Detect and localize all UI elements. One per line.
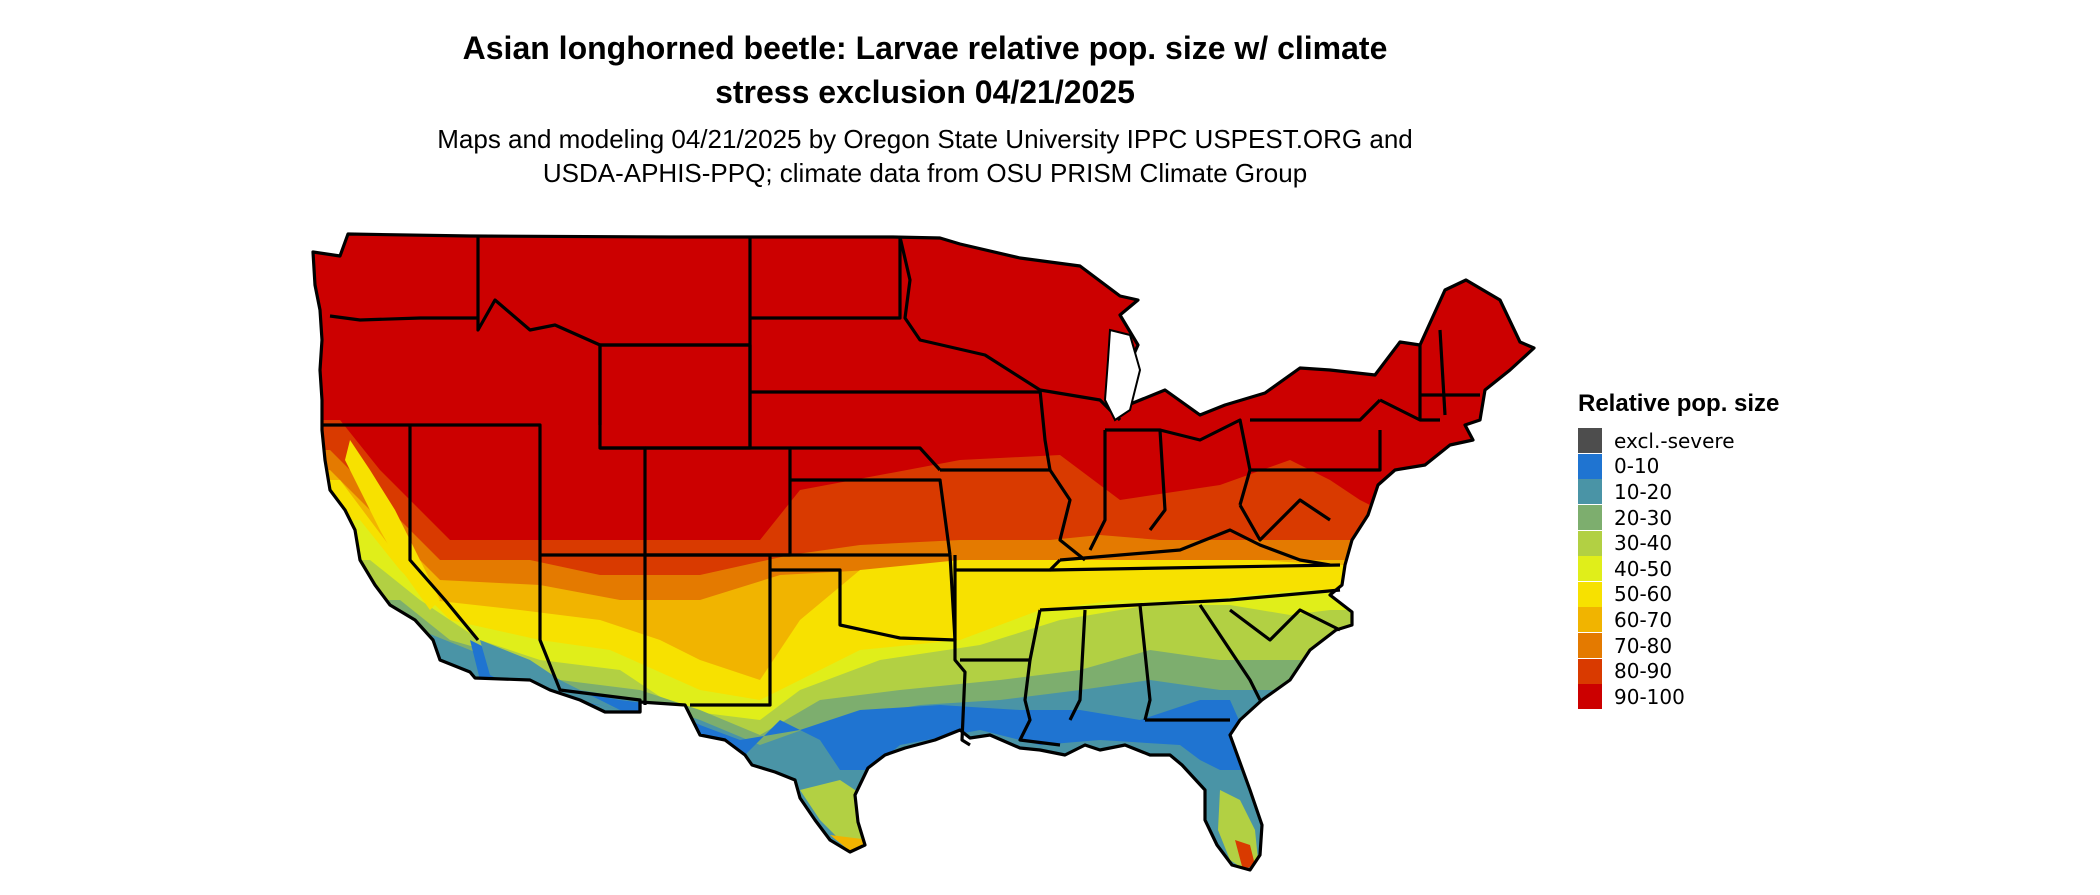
title-line-2: stress exclusion 04/21/2025 (715, 74, 1135, 110)
map-title: Asian longhorned beetle: Larvae relative… (0, 26, 1850, 114)
legend: Relative pop. size excl.-severe 0-10 10-… (1578, 390, 1779, 710)
legend-label: 0-10 (1614, 454, 1660, 479)
title-line-1: Asian longhorned beetle: Larvae relative… (462, 30, 1388, 66)
legend-swatch (1578, 581, 1602, 607)
legend-swatch (1578, 658, 1602, 684)
subtitle-line-1: Maps and modeling 04/21/2025 by Oregon S… (437, 124, 1413, 154)
legend-label: 20-30 (1614, 505, 1673, 530)
legend-title: Relative pop. size (1578, 390, 1780, 417)
us-map (311, 232, 1536, 872)
legend-item-20-30: 20-30 (1578, 505, 1779, 531)
legend-label: 40-50 (1614, 556, 1673, 581)
legend-label: 60-70 (1614, 607, 1673, 632)
legend-swatch (1578, 684, 1602, 710)
legend-swatch (1578, 428, 1602, 454)
legend-label: 80-90 (1614, 659, 1673, 684)
legend-item-70-80: 70-80 (1578, 633, 1779, 659)
legend-label: excl.-severe (1614, 428, 1735, 453)
legend-swatch (1578, 556, 1602, 582)
legend-swatch (1578, 633, 1602, 659)
legend-label: 30-40 (1614, 531, 1673, 556)
legend-item-10-20: 10-20 (1578, 479, 1779, 505)
legend-item-80-90: 80-90 (1578, 658, 1779, 684)
legend-swatch (1578, 479, 1602, 505)
legend-items: excl.-severe 0-10 10-20 20-30 30-40 40-5… (1578, 428, 1779, 710)
legend-swatch (1578, 530, 1602, 556)
legend-swatch (1578, 607, 1602, 633)
legend-label: 70-80 (1614, 633, 1673, 658)
legend-item-30-40: 30-40 (1578, 530, 1779, 556)
legend-label: 50-60 (1614, 582, 1673, 607)
map-subtitle: Maps and modeling 04/21/2025 by Oregon S… (0, 122, 1850, 190)
subtitle-line-2: USDA-APHIS-PPQ; climate data from OSU PR… (542, 158, 1308, 188)
legend-swatch (1578, 453, 1602, 479)
legend-label: 10-20 (1614, 479, 1673, 504)
legend-item-excl-severe: excl.-severe (1578, 428, 1779, 454)
legend-item-60-70: 60-70 (1578, 607, 1779, 633)
legend-swatch (1578, 505, 1602, 531)
legend-item-90-100: 90-100 (1578, 684, 1779, 710)
legend-item-0-10: 0-10 (1578, 453, 1779, 480)
legend-item-40-50: 40-50 (1578, 556, 1779, 582)
legend-label: 90-100 (1614, 684, 1685, 709)
legend-item-50-60: 50-60 (1578, 581, 1779, 608)
